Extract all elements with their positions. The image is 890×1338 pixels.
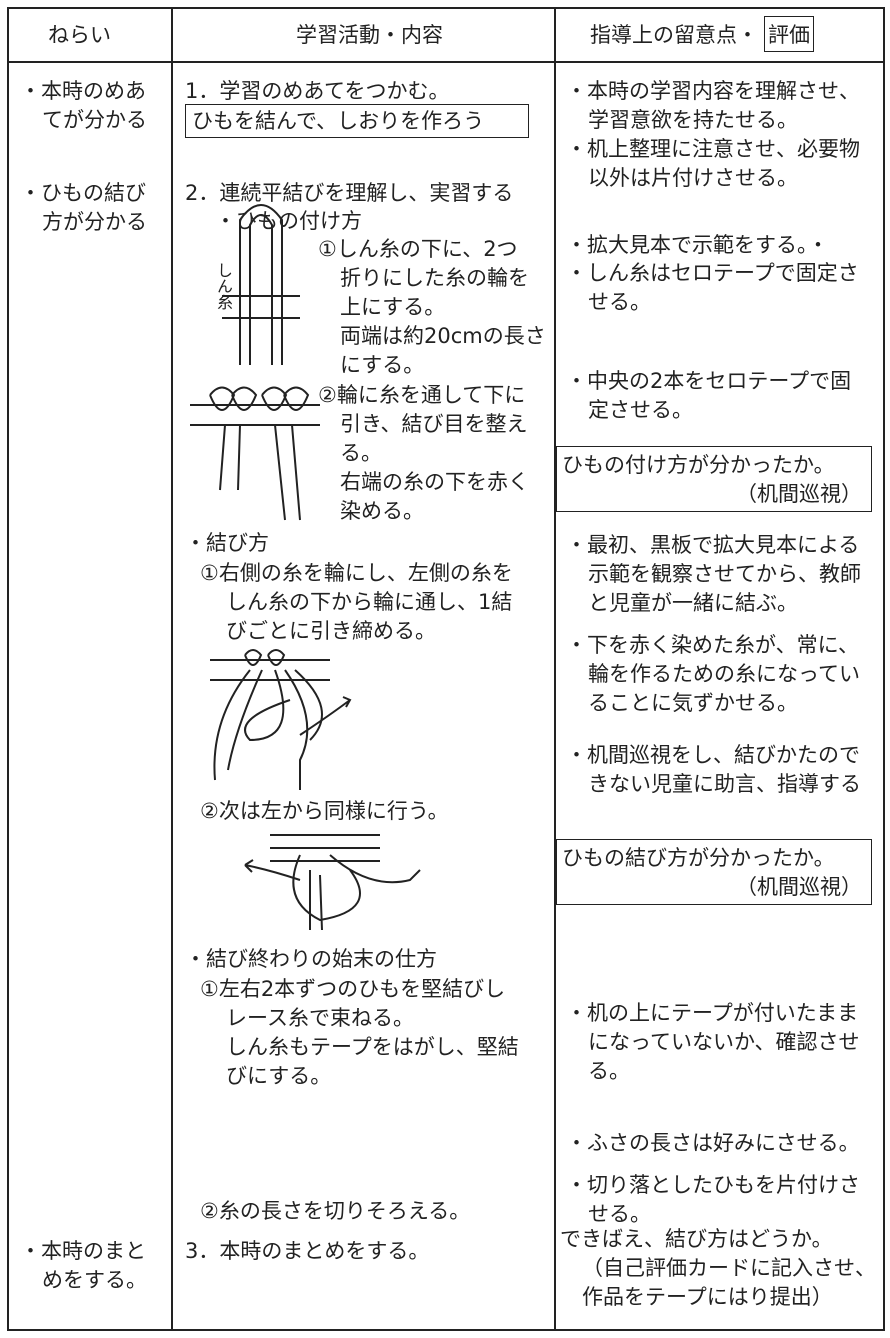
aim-text: ・ひもの結び	[20, 181, 146, 205]
activity-text: しん糸	[214, 262, 233, 310]
activity-text: 3．本時のまとめをする。	[185, 1239, 430, 1263]
note-text: 学習意欲を持たせる。	[588, 108, 798, 132]
illustration-knot	[210, 649, 352, 790]
activity-text: 引き、結び目を整え	[340, 412, 528, 436]
note-text: 示範を観察させてから、教師	[588, 562, 861, 586]
activity-text: ①左右2本ずつのひもを堅結びし	[200, 977, 506, 1001]
activity-text: ①右側の糸を輪にし、左側の糸を	[200, 561, 513, 585]
activity-text: ②次は左から同様に行う。	[200, 799, 449, 823]
aim-text: めをする。	[42, 1268, 147, 1292]
header-cell: 評価	[768, 23, 810, 47]
note-text: になっていないか、確認させ	[588, 1030, 860, 1054]
activity-text: ・結び終わりの始末の仕方	[185, 947, 437, 971]
note-text: 作品をテープにはり提出）	[582, 1285, 833, 1309]
activity-text: ②輪に糸を通して下に	[318, 383, 526, 407]
aim-text: ・本時のまと	[20, 1239, 146, 1263]
header-cell: 指導上の留意点・	[590, 23, 758, 47]
activity-text: ・ひもの付け方	[215, 209, 362, 233]
note-text: せる。	[588, 290, 651, 314]
note-text: ・しん糸はセロテープで固定さ	[566, 261, 859, 285]
note-text: ・机上整理に注意させ、必要物	[566, 137, 860, 161]
activity-text: 1．学習のめあてをつかむ。	[185, 79, 450, 103]
activity-text: びごとに引き締める。	[226, 619, 436, 643]
note-text: 以外は片付けさせる。	[588, 166, 798, 190]
illustration-attach	[190, 204, 320, 521]
illustration-knot-left	[244, 834, 421, 931]
note-text: ・机の上にテープが付いたまま	[566, 1001, 859, 1025]
header-cell: ねらい	[48, 23, 111, 47]
note-text: ・中央の2本をセロテープで固	[566, 369, 852, 393]
activity-text: 上にする。	[340, 295, 446, 319]
eval-box	[764, 16, 814, 52]
activity-text: レース糸で束ねる。	[226, 1006, 414, 1030]
note-text: ひもの結び方が分かったか。	[562, 846, 835, 870]
aim-text: 方が分かる	[42, 210, 147, 234]
activity-text: ・結び方	[185, 531, 269, 555]
note-text: （机間巡視）	[736, 875, 862, 899]
note-text: 定させる。	[588, 398, 693, 422]
activity-text: る。	[340, 441, 382, 465]
note-text: ・拡大見本で示範をする。・	[566, 233, 829, 257]
eval-box	[556, 839, 872, 905]
eval-box	[556, 446, 872, 512]
activity-text: 2．連続平結びを理解し、実習する	[185, 181, 514, 205]
note-text: できばえ、結び方はどうか。	[560, 1227, 833, 1251]
activity-text: 両端は約20cmの長さ	[340, 324, 546, 348]
note-text: せる。	[588, 1202, 651, 1226]
note-text: 輪を作るための糸になってい	[588, 662, 860, 686]
note-text: と児童が一緒に結ぶ。	[588, 591, 798, 615]
note-text: ることに気ずかせる。	[588, 691, 798, 715]
activity-text: 染める。	[340, 499, 424, 523]
activity-text: ①しん糸の下に、2つ	[318, 237, 518, 261]
activity-text: 折りにした糸の輪を	[340, 266, 529, 290]
activity-text: 右端の糸の下を赤く	[340, 470, 529, 494]
note-text: きない児童に助言、指導する	[588, 772, 861, 796]
activity-text: しん糸の下から輪に通し、1結	[226, 590, 513, 614]
note-text: ひもの付け方が分かったか。	[562, 453, 835, 477]
note-text: ・本時の学習内容を理解させ、	[566, 79, 860, 103]
activity-text: ひもを結んで、しおりを作ろう	[192, 109, 485, 133]
note-text: ・下を赤く染めた糸が、常に、	[566, 633, 859, 657]
note-text: ・最初、黒板で拡大見本による	[566, 533, 860, 557]
note-text: （自己評価カードに記入させ、	[582, 1256, 876, 1280]
header-cell: 学習活動・内容	[296, 23, 443, 47]
note-text: ・机間巡視をし、結びかたので	[566, 743, 860, 767]
note-text: （机間巡視）	[736, 482, 862, 506]
aim-text: ・本時のめあ	[20, 79, 146, 103]
activity-text: しん糸もテープをはがし、堅結	[226, 1035, 519, 1059]
goal-box	[185, 104, 529, 138]
activity-text: びにする。	[226, 1064, 332, 1088]
activity-text: にする。	[340, 353, 425, 377]
activity-text: ②糸の長さを切りそろえる。	[200, 1199, 471, 1223]
note-text: ・ふさの長さは好みにさせる。	[566, 1131, 860, 1155]
note-text: る。	[588, 1059, 630, 1083]
note-text: ・切り落としたひもを片付けさ	[566, 1173, 860, 1197]
table-border	[7, 7, 885, 1331]
aim-text: てが分かる	[42, 108, 147, 132]
